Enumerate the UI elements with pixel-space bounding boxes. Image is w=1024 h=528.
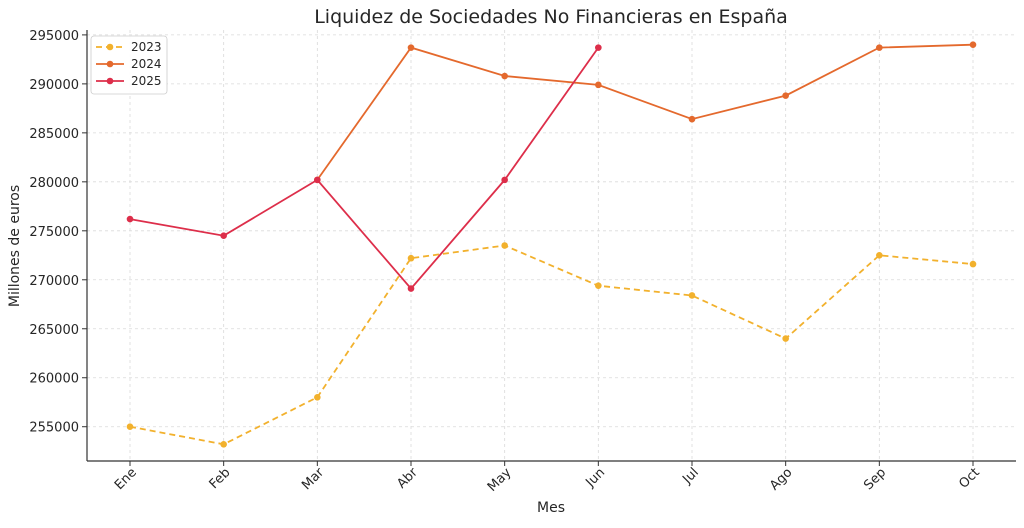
data-point xyxy=(688,292,696,299)
axes xyxy=(86,30,1016,462)
series-lines xyxy=(126,41,977,448)
y-tick-label: 270000 xyxy=(29,274,79,289)
data-point xyxy=(501,176,508,184)
series-line xyxy=(316,43,974,181)
data-point xyxy=(876,251,883,259)
data-point xyxy=(314,394,321,401)
y-tick-label: 285000 xyxy=(29,127,79,142)
data-point xyxy=(969,260,977,268)
x-tick-label: Jul xyxy=(679,465,701,487)
x-axis-label: Mes xyxy=(537,500,565,516)
data-point xyxy=(407,285,415,292)
data-point xyxy=(407,44,415,51)
data-point xyxy=(126,215,134,223)
data-point xyxy=(595,44,602,51)
y-axis-ticks: 255000 260000 265000 270000 275000 280000 2850… xyxy=(29,29,87,436)
data-point xyxy=(688,115,696,123)
series-2023 xyxy=(126,242,977,448)
legend-label: 2024 xyxy=(131,57,162,71)
y-tick-label: 280000 xyxy=(29,176,79,191)
legend-marker xyxy=(106,60,114,68)
data-point xyxy=(969,41,977,48)
legend-marker xyxy=(106,77,114,85)
data-point xyxy=(595,81,602,89)
y-tick-label: 295000 xyxy=(29,29,79,44)
data-point xyxy=(220,441,227,448)
data-point xyxy=(314,176,321,184)
series-2025 xyxy=(126,44,602,292)
data-point xyxy=(220,232,227,240)
chart-title: Liquidez de Sociedades No Financieras en… xyxy=(314,6,788,28)
y-tick-label: 260000 xyxy=(29,372,79,387)
x-tick-label: Jun xyxy=(582,465,608,491)
y-tick-label: 275000 xyxy=(29,225,79,240)
x-tick-label: Ene xyxy=(112,465,140,493)
legend-label: 2023 xyxy=(131,40,162,54)
legend-label: 2025 xyxy=(131,74,162,88)
x-tick-label: Sep xyxy=(861,465,889,493)
data-point xyxy=(876,44,883,51)
y-axis-label: Millones de euros xyxy=(7,185,23,307)
y-tick-label: 265000 xyxy=(29,323,79,338)
data-point xyxy=(407,254,415,262)
x-tick-label: Oct xyxy=(956,465,983,492)
y-tick-label: 255000 xyxy=(29,421,79,436)
grid xyxy=(87,30,1016,461)
x-tick-label: Abr xyxy=(394,465,421,492)
x-tick-label: Mar xyxy=(299,465,327,493)
data-point xyxy=(595,282,602,289)
x-tick-label: Feb xyxy=(207,465,234,492)
legend: 2023 2024 2025 xyxy=(90,35,168,95)
x-axis-ticks: Ene Feb Mar Abr May Jun Jul Ago Sep Oct xyxy=(112,461,983,495)
x-tick-label: Ago xyxy=(767,465,795,493)
data-point xyxy=(782,335,789,342)
data-point xyxy=(501,72,508,80)
y-tick-label: 290000 xyxy=(29,78,79,93)
series-line xyxy=(129,47,600,290)
data-point xyxy=(782,92,789,99)
legend-marker xyxy=(106,43,114,51)
series-line xyxy=(129,244,974,446)
x-tick-label: May xyxy=(485,465,515,495)
series-2024 xyxy=(314,41,977,184)
data-point xyxy=(501,242,508,249)
data-point xyxy=(126,423,134,431)
